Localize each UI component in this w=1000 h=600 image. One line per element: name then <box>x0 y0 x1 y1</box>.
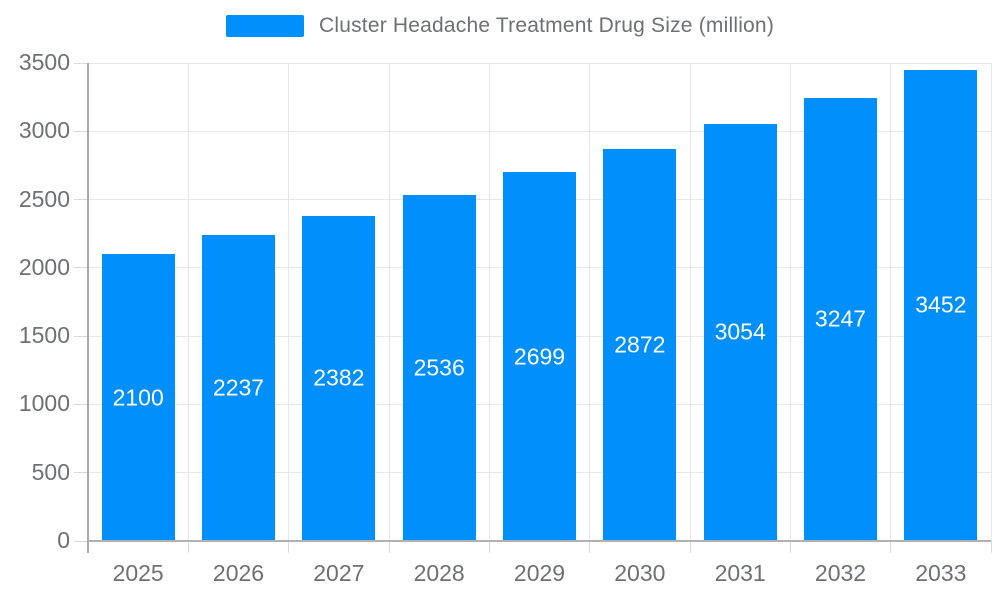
y-axis-label: 1000 <box>18 390 70 417</box>
y-axis-tick <box>74 540 88 542</box>
y-axis-line <box>87 63 89 553</box>
bar[interactable]: 2536 <box>402 194 476 541</box>
x-axis-tick <box>890 541 892 553</box>
x-axis-tick <box>990 541 992 553</box>
legend-label: Cluster Headache Treatment Drug Size (mi… <box>318 14 775 37</box>
bar-value-label: 3247 <box>814 305 867 332</box>
x-axis-label: 2028 <box>413 560 465 586</box>
bar[interactable]: 2699 <box>503 172 576 541</box>
x-axis-label: 2025 <box>112 560 164 586</box>
x-axis-label: 2030 <box>614 560 666 586</box>
gridline-horizontal <box>88 62 991 64</box>
y-axis-label: 3000 <box>18 117 70 144</box>
x-axis-line <box>88 540 991 542</box>
y-axis-label: 3500 <box>18 49 70 75</box>
x-axis-tick <box>288 541 290 553</box>
y-axis-tick <box>74 62 88 64</box>
gridline-vertical <box>589 63 591 541</box>
gridline-vertical <box>990 63 992 541</box>
x-axis-tick <box>689 541 691 553</box>
bar-value-label: 2699 <box>513 343 566 370</box>
bar[interactable]: 3247 <box>804 97 877 541</box>
x-axis-tick <box>187 541 189 553</box>
y-axis-label: 1500 <box>18 322 70 349</box>
bar[interactable]: 3452 <box>904 69 978 541</box>
bar-value-label: 2237 <box>212 374 265 401</box>
x-axis-tick <box>789 541 791 553</box>
gridline-vertical <box>488 63 490 541</box>
x-axis-label: 2032 <box>814 560 867 586</box>
bar-value-label: 3452 <box>915 291 967 318</box>
bar[interactable]: 2100 <box>101 254 175 541</box>
gridline-vertical <box>288 63 290 541</box>
gridline-vertical <box>388 63 390 541</box>
bar[interactable]: 3054 <box>703 123 777 541</box>
y-axis-tick <box>74 472 88 474</box>
y-axis-tick <box>74 130 88 132</box>
gridline-vertical <box>187 63 189 541</box>
x-axis-tick <box>589 541 591 553</box>
legend[interactable]: Cluster Headache Treatment Drug Size (mi… <box>0 14 1000 38</box>
x-axis-tick <box>488 541 490 553</box>
bar[interactable]: 2872 <box>603 148 677 541</box>
x-axis-label: 2029 <box>513 560 566 586</box>
bar-value-label: 3054 <box>714 318 766 345</box>
y-axis-tick <box>74 335 88 337</box>
x-axis-tick <box>388 541 390 553</box>
gridline-horizontal <box>88 130 991 132</box>
y-axis-tick <box>74 267 88 269</box>
x-axis-label: 2033 <box>915 560 967 586</box>
bar-value-label: 2100 <box>112 384 164 411</box>
y-axis-tick <box>74 403 88 405</box>
bar[interactable]: 2237 <box>202 235 275 541</box>
gridline-vertical <box>789 63 791 541</box>
y-axis-tick <box>74 199 88 201</box>
legend-swatch-icon <box>225 15 304 37</box>
y-axis-label: 0 <box>57 527 70 553</box>
gridline-vertical <box>689 63 691 541</box>
x-axis-label: 2026 <box>212 560 265 586</box>
y-axis-label: 2000 <box>18 253 70 280</box>
bar-value-label: 2536 <box>413 354 465 381</box>
bar[interactable]: 2382 <box>302 215 376 541</box>
x-axis-label: 2027 <box>313 560 365 586</box>
gridline-vertical <box>890 63 892 541</box>
bar-value-label: 2382 <box>313 364 365 391</box>
bar-value-label: 2872 <box>614 331 666 358</box>
x-axis-label: 2031 <box>714 560 766 586</box>
y-axis-label: 2500 <box>18 185 70 212</box>
y-axis-label: 500 <box>31 458 70 485</box>
